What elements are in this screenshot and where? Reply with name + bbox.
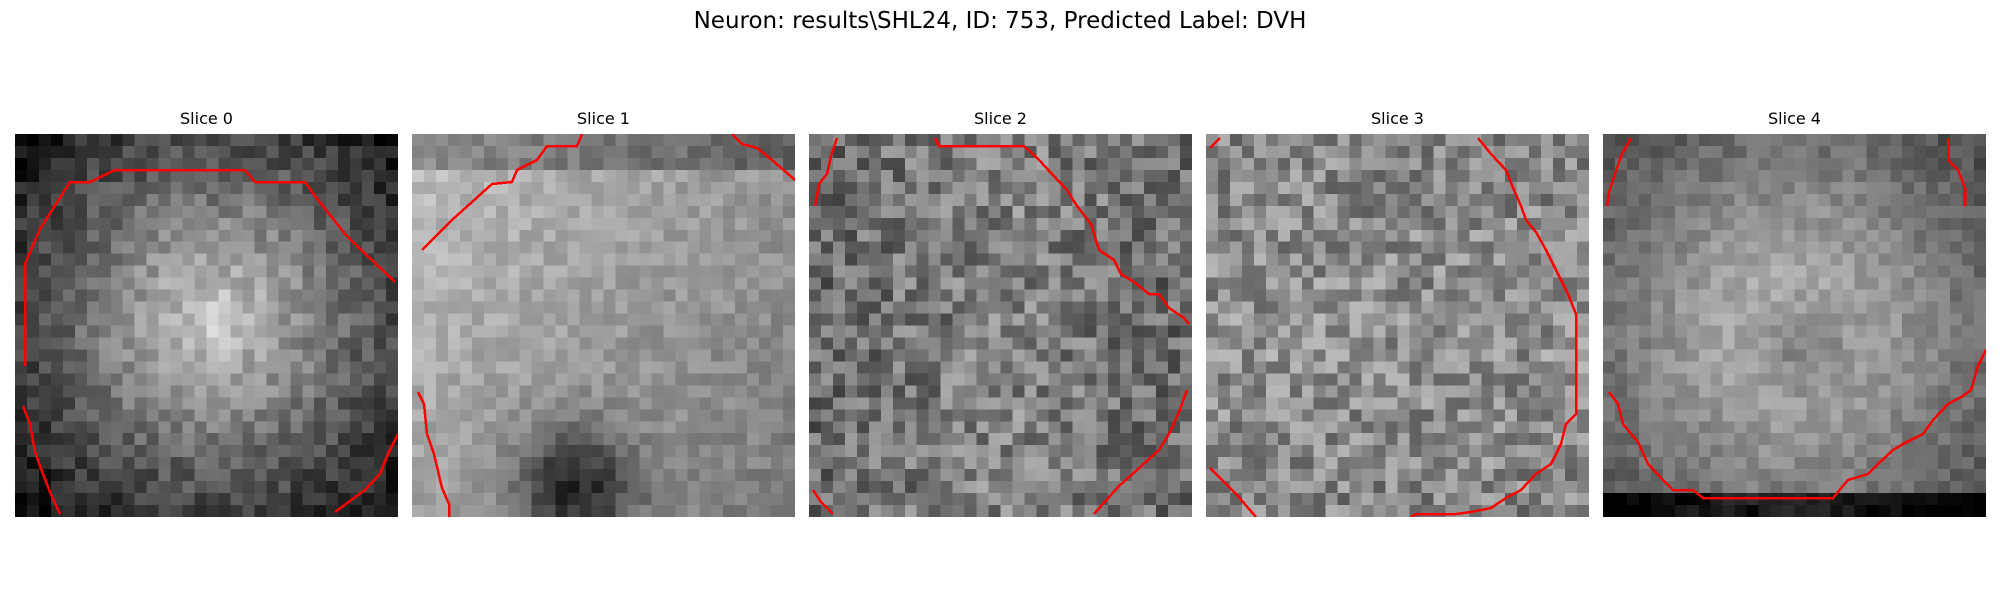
roi-contour-2b — [813, 137, 839, 207]
roi-contour-1c — [416, 391, 451, 517]
slice-pixels-3 — [1206, 134, 1589, 517]
roi-contour-3b — [1209, 137, 1221, 149]
slice-image-3 — [1206, 134, 1589, 517]
roi-contour-1 — [421, 134, 584, 251]
panel-title-2: Slice 2 — [974, 109, 1027, 128]
roi-contour-0c — [334, 433, 398, 514]
roi-contour-0 — [23, 168, 396, 366]
slice-pixels-4 — [1603, 134, 1986, 517]
slice-pixels-2 — [809, 134, 1192, 517]
roi-contour-3c — [1209, 467, 1257, 517]
roi-contour-2c — [1093, 389, 1189, 515]
roi-contour-3 — [1410, 137, 1578, 517]
panel-title-3: Slice 3 — [1371, 109, 1424, 128]
roi-contour-2 — [933, 137, 1190, 325]
panel-title-1: Slice 1 — [577, 109, 630, 128]
slice-image-2 — [809, 134, 1192, 517]
roi-contour-0b — [21, 405, 62, 515]
figure-title: Neuron: results\SHL24, ID: 753, Predicte… — [693, 8, 1307, 34]
slice-pixels-1 — [412, 134, 795, 517]
panel-title-4: Slice 4 — [1768, 109, 1821, 128]
slice-image-4 — [1603, 134, 1986, 517]
roi-contour-4b — [1946, 138, 1967, 206]
slice-pixels-0 — [15, 134, 398, 517]
slice-image-1 — [412, 134, 795, 517]
roi-contour-1b — [731, 134, 795, 181]
roi-contour-4c — [1605, 137, 1633, 207]
roi-contour-2d — [811, 489, 834, 515]
roi-contour-4 — [1608, 349, 1986, 500]
panel-title-0: Slice 0 — [180, 109, 233, 128]
slice-image-0 — [15, 134, 398, 517]
